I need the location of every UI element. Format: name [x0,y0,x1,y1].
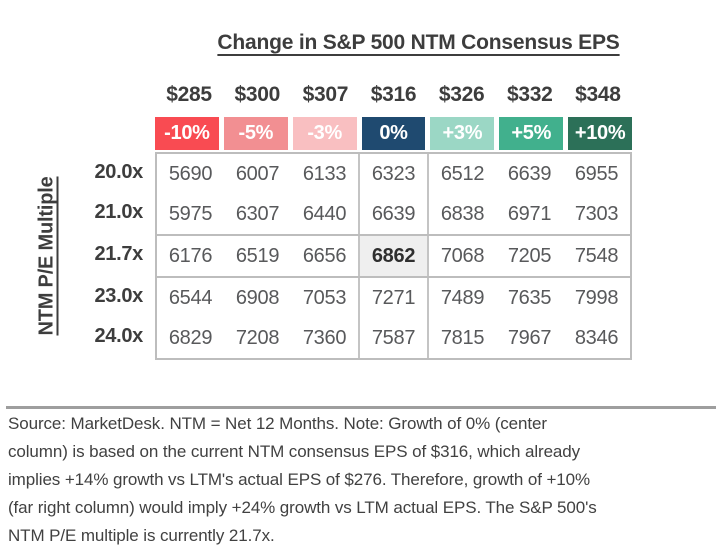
pe-row-label: 23.0x [94,285,143,307]
footer-divider [6,406,716,409]
pct-change-cell: -10% [155,117,219,150]
eps-header-cell: $285 [166,83,212,106]
pct-change-cell: -5% [223,117,288,150]
y-axis-label: NTM P/E Multiple [35,176,58,336]
grid-cell: 8346 [574,326,619,349]
grid-cell: 6007 [235,162,280,185]
grid-cell: 7053 [302,286,347,309]
eps-header-cell: $307 [302,83,349,106]
grid-row: 6176 6519 6656 6862 7068 7205 7548 [157,234,630,278]
grid-cell: 7998 [574,286,619,309]
grid-cell: 7271 [358,278,429,318]
grid-cell: 7303 [574,202,619,225]
grid-cell: 5975 [168,202,213,225]
pct-change-cell: +5% [499,117,564,150]
grid-cell: 6656 [302,244,347,267]
grid-cell: 6838 [440,202,485,225]
pe-row-label: 21.7x [94,243,143,265]
grid-row: 5690 6007 6133 6323 6512 6639 6955 [157,154,630,194]
grid-cell: 6133 [302,162,347,185]
footnote-line: Source: MarketDesk. NTM = Net 12 Months.… [8,414,547,433]
grid-cell: 7068 [440,244,485,267]
pct-change-cell: +3% [430,117,495,150]
footnote-line: column) is based on the current NTM cons… [8,442,581,461]
grid-cell: 7360 [302,326,347,349]
grid-cell: 6639 [507,162,552,185]
grid-cell: 5690 [168,162,213,185]
grid-cell: 7205 [507,244,552,267]
pct-change-cell: -3% [292,117,357,150]
pe-row-label: 21.0x [94,201,143,223]
grid-cell: 7208 [235,326,280,349]
eps-header-row: $285 $300 $307 $316 $326 $332 $348 [155,83,632,107]
grid-cell: 6829 [168,326,213,349]
grid-cell: 7635 [507,286,552,309]
grid-cell: 6519 [235,244,280,267]
grid-cell: 6512 [440,162,485,185]
pct-change-cell: 0% [361,117,426,150]
source-footnote: Source: MarketDesk. NTM = Net 12 Months.… [8,410,716,550]
footnote-line: (far right column) would imply +24% grow… [8,498,597,517]
footnote-line: NTM P/E multiple is currently 21.7x. [8,526,275,545]
grid-row: 6544 6908 7053 7271 7489 7635 7998 [157,278,630,318]
grid-row: 6829 7208 7360 7587 7815 7967 8346 [157,318,630,358]
pct-change-row: -10% -5% -3% 0% +3% +5% +10% [155,117,633,150]
pe-row-label: 24.0x [94,325,143,347]
grid-cell: 6176 [168,244,213,267]
eps-header-cell: $316 [370,83,417,106]
grid-cell: 6639 [358,194,429,234]
pe-row-label: 20.0x [94,161,143,183]
eps-header-cell: $348 [575,83,621,106]
pe-multiple-row-labels: 20.0x 21.0x 21.7x 23.0x 24.0x [58,152,143,356]
grid-cell: 6908 [235,286,280,309]
grid-cell: 7587 [358,318,429,358]
grid-cell: 7967 [507,326,552,349]
grid-cell: 6307 [235,202,280,225]
eps-header-cell: $332 [507,83,553,106]
grid-cell: 6955 [574,162,619,185]
eps-header-cell: $326 [438,83,485,106]
grid-cell: 6544 [168,286,213,309]
eps-sensitivity-grid: 5690 6007 6133 6323 6512 6639 6955 5975 6307 6440… [155,152,632,360]
grid-cell: 7489 [440,286,485,309]
footnote-line: implies +14% growth vs LTM's actual EPS … [8,470,591,489]
grid-cell: 6440 [302,202,347,225]
eps-header-cell: $300 [234,83,280,106]
grid-cell: 6323 [358,154,429,194]
grid-cell: 7548 [574,244,619,267]
pct-change-cell: +10% [568,117,633,150]
grid-row: 5975 6307 6440 6639 6838 6971 7303 [157,194,630,234]
grid-cell: 7815 [440,326,485,349]
chart-title: Change in S&P 500 NTM Consensus EPS [217,31,620,54]
grid-cell: 6862 [358,236,429,276]
grid-cell: 6971 [507,202,552,225]
